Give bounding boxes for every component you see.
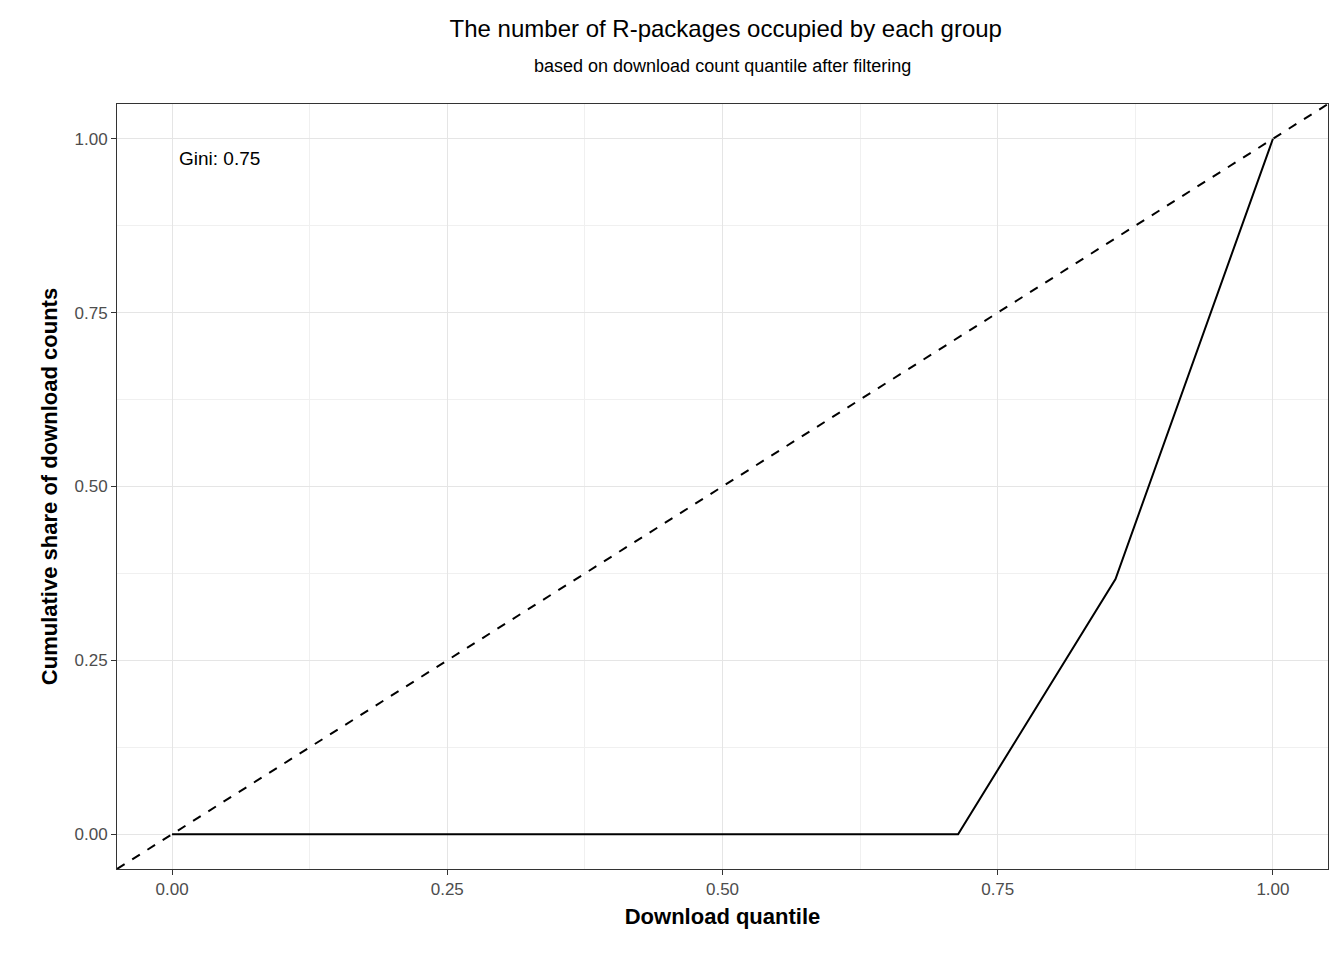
svg-text:The number of R-packages occup: The number of R-packages occupied by eac… bbox=[450, 15, 1002, 42]
svg-text:0.25: 0.25 bbox=[431, 880, 464, 899]
svg-text:0.75: 0.75 bbox=[981, 880, 1014, 899]
svg-text:Gini: 0.75: Gini: 0.75 bbox=[179, 148, 260, 169]
svg-text:0.75: 0.75 bbox=[75, 304, 108, 323]
svg-text:Cumulative share of download c: Cumulative share of download counts bbox=[37, 288, 62, 685]
svg-text:based on download count quanti: based on download count quantile after f… bbox=[534, 56, 911, 76]
svg-text:1.00: 1.00 bbox=[75, 130, 108, 149]
svg-text:0.50: 0.50 bbox=[706, 880, 739, 899]
svg-text:0.50: 0.50 bbox=[75, 477, 108, 496]
svg-text:0.00: 0.00 bbox=[75, 825, 108, 844]
svg-text:0.25: 0.25 bbox=[75, 651, 108, 670]
svg-text:1.00: 1.00 bbox=[1256, 880, 1289, 899]
svg-text:Download quantile: Download quantile bbox=[625, 904, 821, 929]
svg-text:0.00: 0.00 bbox=[156, 880, 189, 899]
